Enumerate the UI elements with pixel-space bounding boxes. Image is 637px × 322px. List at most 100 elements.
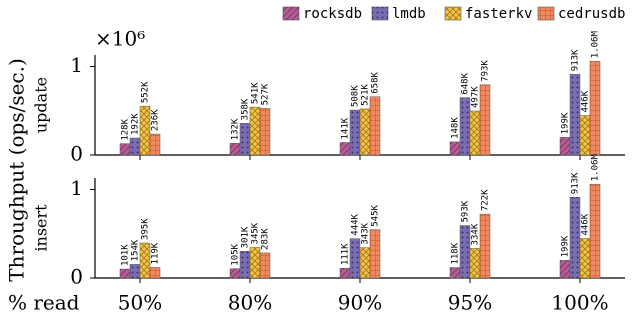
value-label: 118K	[451, 242, 461, 264]
legend-swatch-hatch	[283, 7, 299, 20]
bar-hatch	[470, 248, 480, 278]
value-label: 132K	[231, 118, 241, 140]
bar-hatch	[140, 106, 150, 155]
bar-hatch	[580, 115, 590, 155]
value-label: 358K	[241, 98, 251, 120]
value-label: 111K	[341, 243, 351, 265]
y-tick-label: 1	[70, 176, 83, 200]
bar-hatch	[570, 74, 580, 155]
bar-hatch	[360, 247, 370, 278]
bar-hatch	[590, 61, 600, 156]
y-tick-label: 1	[70, 53, 83, 77]
offset-label: ×10⁶	[95, 27, 145, 51]
value-label: 1.06M	[591, 154, 601, 182]
value-label: 648K	[461, 72, 471, 94]
value-label: 395K	[141, 218, 151, 240]
value-label: 913K	[571, 172, 581, 194]
bar-hatch	[350, 238, 360, 278]
bar-hatch	[150, 134, 160, 155]
bar-hatch	[590, 184, 600, 278]
value-label: 301K	[241, 226, 251, 248]
value-label: 128K	[121, 118, 131, 140]
legend-swatch-hatch	[372, 7, 388, 20]
value-label: 141K	[341, 117, 351, 139]
value-label: 105K	[231, 243, 241, 265]
value-label: 148K	[451, 117, 461, 139]
bar-hatch	[460, 97, 470, 155]
bar-hatch	[350, 110, 360, 155]
bar-hatch	[130, 264, 140, 278]
legend-swatch-hatch	[445, 7, 461, 20]
bar-hatch	[450, 141, 460, 155]
bar-hatch	[260, 252, 270, 278]
value-label: 119K	[151, 242, 161, 264]
bar-hatch	[560, 260, 570, 278]
x-tick-label: 100%	[551, 291, 608, 315]
bar-hatch	[250, 247, 260, 278]
bar-hatch	[240, 251, 250, 278]
value-label: 283K	[261, 228, 271, 250]
legend-label: lmdb	[392, 6, 426, 22]
x-axis-label: % read	[8, 291, 80, 315]
value-label: 545K	[371, 205, 381, 227]
bar-hatch	[340, 142, 350, 155]
bar-hatch	[360, 108, 370, 155]
value-label: 236K	[151, 109, 161, 131]
bar-hatch	[230, 268, 240, 278]
value-label: 446K	[581, 90, 591, 112]
bar-hatch	[260, 108, 270, 155]
value-label: 446K	[581, 213, 591, 235]
bar-hatch	[250, 107, 260, 155]
panel-label: update	[32, 77, 51, 133]
value-label: 1.06M	[591, 31, 601, 59]
bar-hatch	[120, 143, 130, 155]
value-label: 658K	[371, 72, 381, 94]
value-label: 593K	[461, 200, 471, 222]
legend-label: fasterkv	[465, 6, 532, 22]
y-tick-label: 0	[70, 142, 83, 166]
bar-hatch	[340, 268, 350, 278]
value-label: 334K	[471, 223, 481, 245]
bar-hatch	[240, 123, 250, 155]
bar-hatch	[370, 229, 380, 278]
x-tick-label: 80%	[228, 291, 272, 315]
value-label: 793K	[481, 60, 491, 82]
bar-hatch	[450, 267, 460, 278]
y-tick-label: 0	[70, 265, 83, 289]
legend-label: cedrusdb	[558, 6, 625, 22]
legend-swatch-hatch	[538, 7, 554, 20]
bar-hatch	[130, 138, 140, 155]
bar-hatch	[480, 84, 490, 155]
value-label: 199K	[561, 235, 571, 257]
value-label: 913K	[571, 49, 581, 71]
legend-label: rocksdb	[303, 6, 362, 22]
bar-hatch	[120, 269, 130, 278]
bar-hatch	[140, 243, 150, 278]
y-axis-label: Throughput (ops/sec.)	[5, 58, 29, 282]
bar-hatch	[570, 197, 580, 278]
value-label: 192K	[131, 113, 141, 135]
bar-hatch	[150, 267, 160, 278]
value-label: 541K	[251, 82, 261, 104]
value-label: 722K	[481, 189, 491, 211]
value-label: 552K	[141, 81, 151, 103]
bar-hatch	[470, 111, 480, 155]
x-tick-label: 50%	[118, 291, 162, 315]
value-label: 199K	[561, 112, 571, 134]
bar-hatch	[580, 238, 590, 278]
bar-hatch	[230, 143, 240, 155]
value-label: 508K	[351, 85, 361, 107]
bar-hatch	[480, 214, 490, 278]
value-label: 154K	[131, 239, 141, 261]
x-tick-label: 90%	[338, 291, 382, 315]
bar-hatch	[370, 96, 380, 155]
bar-hatch	[460, 225, 470, 278]
value-label: 521K	[361, 84, 371, 106]
value-label: 527K	[261, 83, 271, 105]
panel-label: insert	[32, 204, 51, 252]
value-label: 444K	[351, 213, 361, 235]
value-label: 345K	[251, 222, 261, 244]
value-label: 343K	[361, 222, 371, 244]
x-tick-label: 95%	[448, 291, 492, 315]
